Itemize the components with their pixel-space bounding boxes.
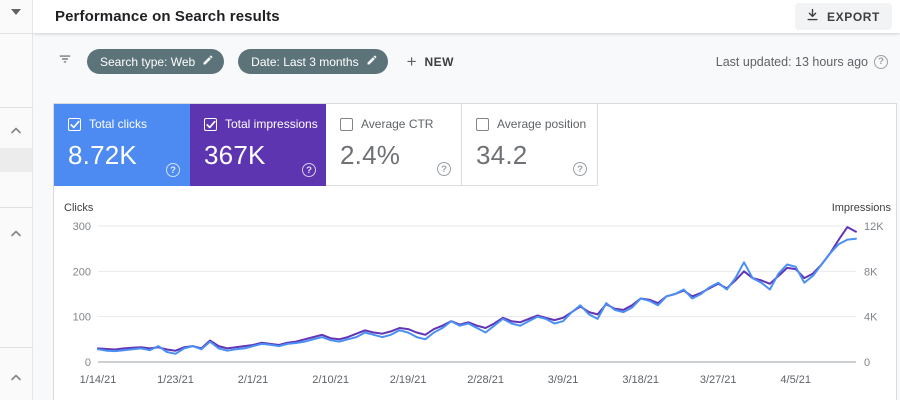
export-button[interactable]: EXPORT — [795, 3, 892, 30]
sidebar-divider — [0, 107, 33, 108]
svg-text:0: 0 — [864, 357, 870, 369]
svg-text:2/10/21: 2/10/21 — [312, 374, 349, 386]
sidebar-divider — [0, 347, 33, 348]
metric-cards-row: Total clicks 8.72K ? Total impressions 3… — [54, 104, 598, 186]
svg-text:4/5/21: 4/5/21 — [780, 374, 811, 386]
collapse-section-chevron-up-icon[interactable] — [9, 372, 23, 382]
filter-chip-search-type[interactable]: Search type: Web — [87, 49, 225, 74]
new-filter-button[interactable]: + NEW — [407, 53, 454, 70]
filter-list-icon[interactable] — [57, 52, 73, 71]
metric-value: 8.72K — [68, 140, 137, 170]
filter-chip-label: Search type: Web — [100, 54, 196, 69]
svg-text:4K: 4K — [864, 312, 878, 324]
performance-chart-card: Total clicks 8.72K ? Total impressions 3… — [53, 103, 897, 400]
export-label: EXPORT — [827, 9, 880, 24]
svg-text:100: 100 — [73, 312, 91, 324]
sidebar-divider — [0, 33, 33, 34]
metric-label: Average position — [497, 117, 587, 131]
metric-label: Average CTR — [361, 117, 434, 131]
edit-pencil-icon[interactable] — [202, 54, 214, 69]
svg-text:0: 0 — [85, 357, 91, 369]
filter-chip-date[interactable]: Date: Last 3 months — [238, 49, 388, 74]
collapse-section-chevron-up-icon[interactable] — [9, 228, 23, 238]
svg-text:1/14/21: 1/14/21 — [80, 374, 117, 386]
svg-text:2/28/21: 2/28/21 — [467, 374, 504, 386]
clicks-impressions-line-chart[interactable]: 0 0 100 4K 200 8K 300 12K Clicks Impressions 1/14/… — [54, 191, 896, 400]
metric-card-total-impressions[interactable]: Total impressions 367K ? — [190, 104, 326, 186]
svg-text:200: 200 — [73, 266, 91, 278]
checkbox-checked-icon[interactable] — [68, 117, 81, 131]
svg-text:2/1/21: 2/1/21 — [238, 374, 269, 386]
svg-text:12K: 12K — [864, 221, 884, 233]
page-title: Performance on Search results — [55, 8, 280, 25]
svg-text:300: 300 — [73, 221, 91, 233]
metric-card-average-ctr[interactable]: Average CTR 2.4% ? — [326, 104, 462, 186]
svg-text:1/23/21: 1/23/21 — [157, 374, 194, 386]
property-dropdown-caret-icon[interactable] — [11, 9, 21, 15]
left-sidebar — [0, 0, 33, 400]
sidebar-selected-item[interactable] — [0, 148, 32, 172]
help-icon[interactable]: ? — [573, 162, 587, 176]
checkbox-unchecked-icon[interactable] — [340, 117, 353, 131]
svg-text:2/19/21: 2/19/21 — [390, 374, 427, 386]
help-icon[interactable]: ? — [302, 163, 316, 177]
metric-card-total-clicks[interactable]: Total clicks 8.72K ? — [54, 104, 190, 186]
edit-pencil-icon[interactable] — [366, 54, 378, 69]
new-filter-label: NEW — [424, 54, 454, 69]
download-icon — [805, 7, 820, 27]
svg-text:Impressions: Impressions — [832, 202, 892, 214]
metric-value: 367K — [204, 140, 266, 170]
filter-bar: Search type: Web Date: Last 3 months + N… — [33, 33, 900, 90]
metric-label: Total clicks — [89, 117, 148, 131]
help-icon[interactable]: ? — [437, 162, 451, 176]
plus-icon: + — [406, 52, 417, 71]
last-updated: Last updated: 13 hours ago ? — [716, 33, 888, 90]
svg-text:8K: 8K — [864, 266, 878, 278]
filter-chip-label: Date: Last 3 months — [251, 54, 359, 69]
top-bar: Performance on Search results EXPORT — [33, 0, 900, 33]
sidebar-divider — [0, 207, 33, 208]
metric-value: 2.4% — [340, 140, 401, 170]
svg-text:Clicks: Clicks — [64, 202, 94, 214]
help-icon[interactable]: ? — [874, 54, 888, 69]
help-icon[interactable]: ? — [166, 163, 180, 177]
collapse-section-chevron-up-icon[interactable] — [9, 125, 23, 135]
checkbox-checked-icon[interactable] — [204, 117, 217, 131]
metric-card-average-position[interactable]: Average position 34.2 ? — [462, 104, 598, 186]
checkbox-unchecked-icon[interactable] — [476, 117, 489, 131]
metric-value: 34.2 — [476, 140, 528, 170]
svg-text:3/27/21: 3/27/21 — [700, 374, 737, 386]
svg-text:3/9/21: 3/9/21 — [548, 374, 579, 386]
svg-text:3/18/21: 3/18/21 — [622, 374, 659, 386]
metric-label: Total impressions — [225, 117, 318, 131]
last-updated-text: Last updated: 13 hours ago — [715, 54, 868, 69]
